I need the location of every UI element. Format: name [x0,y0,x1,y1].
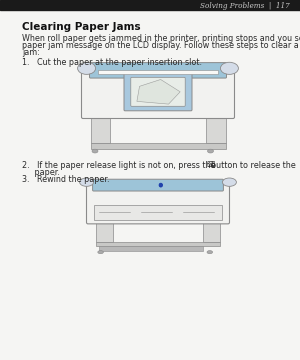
FancyBboxPatch shape [124,73,192,111]
Text: paper jam message on the LCD display. Follow these steps to clear a paper: paper jam message on the LCD display. Fo… [22,41,300,50]
Polygon shape [137,80,180,104]
Ellipse shape [207,251,213,254]
Ellipse shape [98,251,103,254]
Ellipse shape [92,149,98,153]
Text: 3.   Rewind the paper.: 3. Rewind the paper. [22,175,110,184]
Bar [206,117,226,143]
Ellipse shape [80,178,94,186]
Bar [96,222,113,242]
Bar [98,70,218,74]
Text: jam:: jam: [22,48,40,57]
Text: 1.   Cut the paper at the paper insertion slot.: 1. Cut the paper at the paper insertion … [22,58,202,67]
FancyBboxPatch shape [82,68,235,118]
Text: paper.: paper. [22,168,60,177]
Bar [96,242,220,246]
Text: Solving Problems  |  117: Solving Problems | 117 [200,3,290,10]
FancyBboxPatch shape [131,77,185,106]
Ellipse shape [220,62,238,75]
Bar [99,246,203,251]
FancyBboxPatch shape [86,182,230,224]
Bar [203,222,220,242]
Ellipse shape [78,62,96,75]
Ellipse shape [208,149,214,153]
Bar [94,205,222,220]
Text: button to release the: button to release the [211,161,296,170]
FancyBboxPatch shape [89,63,226,78]
Bar [91,117,110,143]
Text: 2.   If the paper release light is not on, press the: 2. If the paper release light is not on,… [22,161,215,170]
Bar [91,143,226,149]
Ellipse shape [159,183,163,187]
Text: When roll paper gets jammed in the printer, printing stops and you see a: When roll paper gets jammed in the print… [22,34,300,43]
FancyBboxPatch shape [93,179,224,191]
Text: ⌧: ⌧ [206,162,214,168]
Ellipse shape [222,178,236,186]
Text: Clearing Paper Jams: Clearing Paper Jams [22,22,141,32]
Bar [0,0,300,10]
